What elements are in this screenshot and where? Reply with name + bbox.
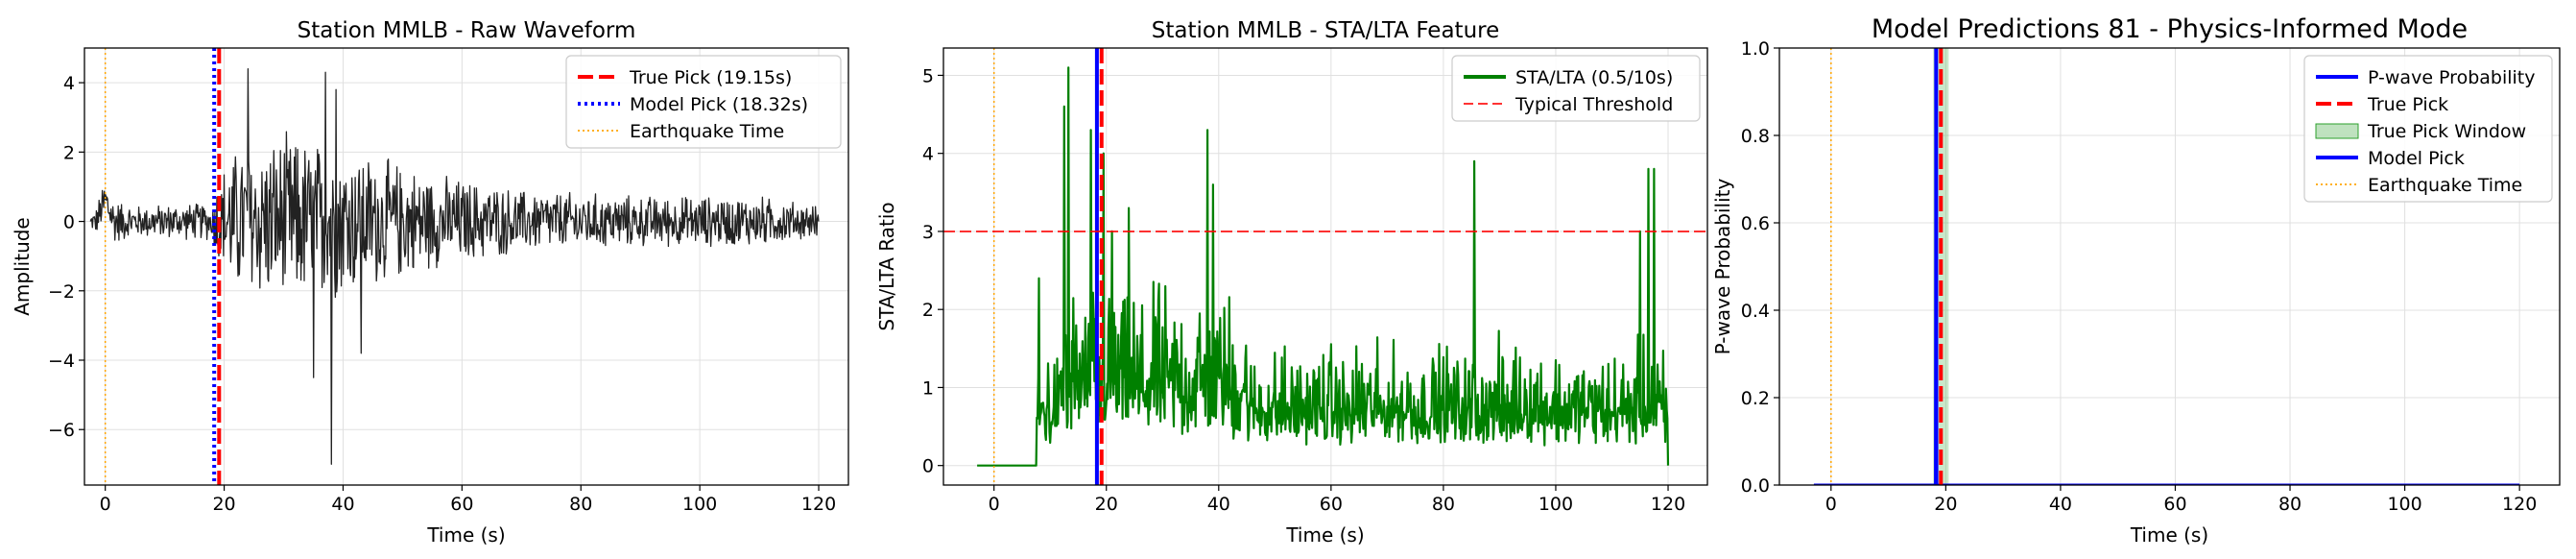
x-tick-label: 120 [801, 494, 836, 515]
y-tick-label: 1.0 [1741, 38, 1770, 60]
x-tick-label: 20 [1095, 494, 1118, 515]
x-tick-label: 60 [1320, 494, 1343, 515]
chart-title: Station MMLB - STA/LTA Feature [1152, 18, 1500, 43]
x-axis-label: Time (s) [1285, 523, 1364, 547]
predictions-panel: 0 20 40 60 80 100 120 0.0 0.2 0.4 0.6 0.8 1.0 Model P… [1711, 14, 2561, 547]
y-axis-label: Amplitude [11, 217, 34, 316]
x-tick-label: 80 [569, 494, 592, 515]
plot-frame [942, 47, 1708, 486]
legend-label: Earthquake Time [630, 121, 784, 142]
x-tick-label: 20 [212, 494, 235, 515]
x-axis-label: Time (s) [2130, 523, 2208, 547]
y-tick-label: 0 [922, 456, 934, 477]
x-tick-label: 100 [682, 494, 717, 515]
legend-label: Typical Threshold [1515, 94, 1673, 115]
y-tick-label: 1 [922, 377, 934, 399]
legend: STA/LTA (0.5/10s) Typical Threshold [1451, 55, 1701, 122]
y-tick-label: 0.2 [1741, 388, 1770, 409]
x-tick-label: 60 [2163, 494, 2186, 515]
y-tick-label: 5 [922, 65, 934, 86]
legend-swatch [2315, 123, 2359, 139]
x-tick-label: 120 [2502, 494, 2537, 515]
x-tick-label: 100 [1538, 494, 1573, 515]
legend-label: True Pick [2367, 94, 2448, 115]
y-tick-label: 0.0 [1741, 475, 1770, 497]
x-tick-label: 0 [100, 494, 111, 515]
legend: P-wave Probability True Pick True Pick Win… [2303, 55, 2553, 203]
legend-box [1451, 55, 1701, 122]
y-tick-label: 0.8 [1741, 126, 1770, 147]
series-line [977, 66, 1670, 467]
plot-frame [83, 47, 849, 486]
legend-label: True Pick (19.15s) [629, 67, 792, 88]
x-tick-label: 80 [1432, 494, 1455, 515]
y-tick-label: 4 [922, 144, 934, 165]
y-tick-label: −2 [48, 281, 75, 303]
series-line [89, 68, 820, 465]
legend-label: Model Pick [2368, 148, 2465, 169]
chart-title: Station MMLB - Raw Waveform [298, 18, 636, 43]
legend-label: Earthquake Time [2368, 175, 2522, 196]
legend-box [565, 55, 842, 149]
x-tick-label: 0 [989, 494, 1000, 515]
y-tick-label: 2 [922, 300, 934, 321]
y-tick-label: 0.6 [1741, 213, 1770, 234]
y-axis-label: STA/LTA Ratio [875, 202, 898, 330]
x-axis-label: Time (s) [426, 523, 505, 547]
legend-label: P-wave Probability [2368, 67, 2536, 88]
y-tick-label: 0 [63, 212, 75, 233]
x-tick-label: 40 [331, 494, 354, 515]
legend-label: True Pick Window [2367, 121, 2526, 142]
chart-title: Model Predictions 81 - Physics-Informed … [1872, 14, 2468, 44]
x-tick-label: 0 [1825, 494, 1837, 515]
plot-area [943, 48, 1707, 485]
x-tick-label: 40 [1207, 494, 1230, 515]
y-tick-label: 3 [922, 222, 934, 243]
y-tick-label: −4 [48, 351, 75, 372]
legend-label: Model Pick (18.32s) [630, 94, 808, 115]
x-tick-label: 80 [2278, 494, 2302, 515]
y-axis-label: P-wave Probability [1711, 179, 1734, 355]
plot-area [1813, 48, 2520, 485]
legend: True Pick (19.15s) Model Pick (18.32s) Ear… [565, 55, 842, 149]
x-tick-label: 60 [450, 494, 473, 515]
stalta-panel: 0 20 40 60 80 100 120 0 1 2 3 4 5 Station MMLB - STA/… [875, 18, 1708, 547]
plot-area [89, 48, 820, 485]
y-tick-label: 2 [63, 142, 75, 163]
waveform-panel: 0 20 40 60 80 100 120 −6 −4 −2 0 2 4 Station MMLB - R… [11, 18, 849, 547]
x-tick-label: 40 [2049, 494, 2072, 515]
legend-label: STA/LTA (0.5/10s) [1515, 67, 1673, 88]
y-tick-label: 0.4 [1741, 301, 1770, 322]
plot-frame [1778, 47, 2561, 486]
y-tick-label: 4 [63, 73, 75, 94]
x-tick-label: 20 [1934, 494, 1957, 515]
y-tick-label: −6 [48, 420, 75, 441]
x-tick-label: 100 [2387, 494, 2421, 515]
x-tick-label: 120 [1651, 494, 1685, 515]
legend-box [2303, 55, 2553, 203]
